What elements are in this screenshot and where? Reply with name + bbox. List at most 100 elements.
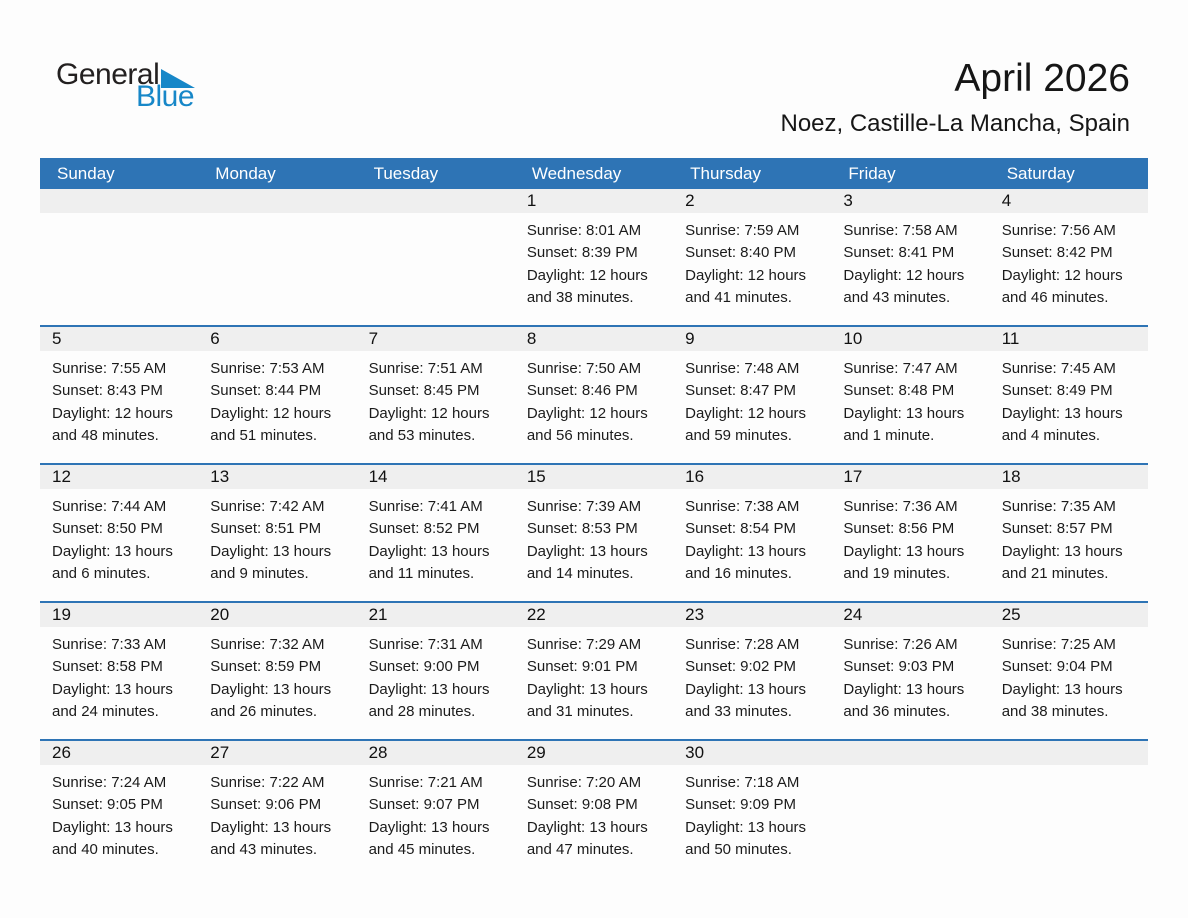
day-number <box>198 189 357 213</box>
daylight-text: Daylight: 13 hours and 43 minutes. <box>210 818 332 859</box>
calendar: Sunday Monday Tuesday Wednesday Thursday Frid… <box>40 158 1148 877</box>
day-cell: 1 Sunrise: 8:01 AM Sunset: 8:39 PM Daylight… <box>514 189 674 325</box>
day-details: Sunrise: 7:48 AM Sunset: 8:47 PM Daylight:… <box>673 351 831 448</box>
day-cell: 10 Sunrise: 7:47 AM Sunset: 8:48 PM Dayligh… <box>831 327 990 463</box>
day-cell: 4 Sunrise: 7:56 AM Sunset: 8:42 PM Daylight… <box>989 189 1148 325</box>
sunrise-text: Sunrise: 7:20 AM <box>526 774 642 791</box>
daylight-text: Daylight: 13 hours and 1 minute. <box>843 404 965 445</box>
daylight-text: Daylight: 13 hours and 14 minutes. <box>526 542 648 583</box>
day-details: Sunrise: 7:18 AM Sunset: 9:09 PM Daylight:… <box>673 765 831 862</box>
sunset-text: Sunset: 8:57 PM <box>1001 520 1113 538</box>
day-cell-empty <box>356 189 515 325</box>
weekday-label-thursday: Thursday <box>690 163 761 183</box>
daylight-text: Daylight: 12 hours and 53 minutes. <box>368 404 490 445</box>
logo-triangle-icon <box>161 69 196 88</box>
sunrise-text: Sunrise: 7:35 AM <box>1001 498 1116 515</box>
day-cell: 2 Sunrise: 7:59 AM Sunset: 8:40 PM Daylight… <box>673 189 832 325</box>
sunset-text: Sunset: 8:42 PM <box>1001 244 1113 262</box>
sunrise-text: Sunrise: 7:48 AM <box>685 360 800 377</box>
sunrise-text: Sunrise: 7:55 AM <box>52 360 167 377</box>
sunrise-text: Sunrise: 7:33 AM <box>52 636 167 653</box>
daylight-text: Daylight: 13 hours and 28 minutes. <box>368 680 490 721</box>
calendar-grid: 1 Sunrise: 8:01 AM Sunset: 8:39 PM Daylight… <box>40 189 1148 877</box>
sunrise-text: Sunrise: 7:38 AM <box>685 498 800 515</box>
sunset-text: Sunset: 8:43 PM <box>52 382 163 400</box>
day-number: 12 <box>40 465 199 489</box>
day-details: Sunrise: 7:55 AM Sunset: 8:43 PM Daylight:… <box>40 351 198 448</box>
daylight-text: Daylight: 13 hours and 31 minutes. <box>526 680 648 721</box>
sunset-text: Sunset: 8:56 PM <box>843 520 955 538</box>
day-cell: 19 Sunrise: 7:33 AM Sunset: 8:58 PM Dayligh… <box>40 603 199 739</box>
sunrise-text: Sunrise: 7:42 AM <box>210 498 325 515</box>
day-number: 2 <box>673 189 832 213</box>
day-details: Sunrise: 7:45 AM Sunset: 8:49 PM Daylight:… <box>990 351 1148 448</box>
day-cell: 29 Sunrise: 7:20 AM Sunset: 9:08 PM Dayligh… <box>514 741 674 877</box>
page-header: General Blue April 2026 Noez, Castille-L… <box>0 0 1188 158</box>
sunrise-text: Sunrise: 7:56 AM <box>1001 222 1116 239</box>
daylight-text: Daylight: 12 hours and 51 minutes. <box>210 404 332 445</box>
day-details: Sunrise: 7:53 AM Sunset: 8:44 PM Daylight:… <box>198 351 356 448</box>
day-cell: 26 Sunrise: 7:24 AM Sunset: 9:05 PM Dayligh… <box>40 741 199 877</box>
day-details: Sunrise: 7:32 AM Sunset: 8:59 PM Daylight:… <box>198 627 356 724</box>
sunset-text: Sunset: 8:49 PM <box>1001 382 1113 400</box>
day-cell: 16 Sunrise: 7:38 AM Sunset: 8:54 PM Dayligh… <box>673 465 832 601</box>
daylight-text: Daylight: 12 hours and 48 minutes. <box>52 404 173 445</box>
sunrise-text: Sunrise: 7:39 AM <box>526 498 642 515</box>
daylight-text: Daylight: 13 hours and 11 minutes. <box>368 542 490 583</box>
daylight-text: Daylight: 13 hours and 24 minutes. <box>52 680 173 721</box>
daylight-text: Daylight: 12 hours and 59 minutes. <box>685 404 807 445</box>
day-number: 26 <box>40 741 199 765</box>
sunset-text: Sunset: 9:07 PM <box>368 796 480 814</box>
sunrise-text: Sunrise: 7:18 AM <box>685 774 800 791</box>
day-number: 17 <box>831 465 990 489</box>
week-row: 12 Sunrise: 7:44 AM Sunset: 8:50 PM Dayligh… <box>40 463 1148 601</box>
sunrise-text: Sunrise: 7:22 AM <box>210 774 325 791</box>
sunset-text: Sunset: 9:08 PM <box>526 796 638 814</box>
day-cell-empty <box>831 741 990 877</box>
daylight-text: Daylight: 13 hours and 16 minutes. <box>685 542 807 583</box>
day-number: 29 <box>514 741 674 765</box>
sunset-text: Sunset: 8:58 PM <box>52 658 163 676</box>
day-number: 28 <box>356 741 515 765</box>
day-details: Sunrise: 7:56 AM Sunset: 8:42 PM Daylight:… <box>990 213 1148 310</box>
sunrise-text: Sunrise: 7:41 AM <box>368 498 483 515</box>
sunrise-text: Sunrise: 7:28 AM <box>685 636 800 653</box>
sunrise-text: Sunrise: 7:24 AM <box>52 774 167 791</box>
day-details: Sunrise: 7:28 AM Sunset: 9:02 PM Daylight:… <box>673 627 831 724</box>
day-number: 3 <box>831 189 990 213</box>
day-number: 15 <box>514 465 674 489</box>
day-number: 21 <box>356 603 515 627</box>
day-cell: 15 Sunrise: 7:39 AM Sunset: 8:53 PM Dayligh… <box>514 465 674 601</box>
sunset-text: Sunset: 8:39 PM <box>526 244 638 262</box>
day-details: Sunrise: 7:31 AM Sunset: 9:00 PM Daylight:… <box>357 627 515 724</box>
day-number: 9 <box>673 327 832 351</box>
sunrise-text: Sunrise: 7:53 AM <box>210 360 325 377</box>
weekday-label-sunday: Sunday <box>57 163 115 183</box>
day-number: 13 <box>198 465 357 489</box>
sunrise-text: Sunrise: 7:21 AM <box>368 774 483 791</box>
day-details: Sunrise: 7:20 AM Sunset: 9:08 PM Daylight:… <box>515 765 673 862</box>
day-details: Sunrise: 7:21 AM Sunset: 9:07 PM Daylight:… <box>357 765 515 862</box>
logo-text-blue: Blue <box>136 80 195 113</box>
weekday-label-saturday: Saturday <box>1006 163 1075 183</box>
day-details: Sunrise: 7:44 AM Sunset: 8:50 PM Daylight:… <box>40 489 198 586</box>
logo-text-general: General <box>56 58 160 91</box>
day-cell: 11 Sunrise: 7:45 AM Sunset: 8:49 PM Dayligh… <box>989 327 1148 463</box>
daylight-text: Daylight: 13 hours and 9 minutes. <box>210 542 332 583</box>
sunset-text: Sunset: 8:51 PM <box>210 520 322 538</box>
day-cell: 14 Sunrise: 7:41 AM Sunset: 8:52 PM Dayligh… <box>356 465 515 601</box>
daylight-text: Daylight: 12 hours and 46 minutes. <box>1001 266 1123 307</box>
day-cell: 9 Sunrise: 7:48 AM Sunset: 8:47 PM Daylight… <box>673 327 832 463</box>
sunset-text: Sunset: 9:05 PM <box>52 796 163 814</box>
week-row: 19 Sunrise: 7:33 AM Sunset: 8:58 PM Dayligh… <box>40 601 1148 739</box>
sunset-text: Sunset: 8:54 PM <box>685 520 797 538</box>
day-cell-empty <box>198 189 357 325</box>
sunrise-text: Sunrise: 7:45 AM <box>1001 360 1116 377</box>
sunset-text: Sunset: 9:00 PM <box>368 658 480 676</box>
day-cell: 22 Sunrise: 7:29 AM Sunset: 9:01 PM Dayligh… <box>514 603 674 739</box>
sunrise-text: Sunrise: 7:36 AM <box>843 498 958 515</box>
day-number: 5 <box>40 327 199 351</box>
day-cell: 30 Sunrise: 7:18 AM Sunset: 9:09 PM Dayligh… <box>673 741 832 877</box>
daylight-text: Daylight: 12 hours and 41 minutes. <box>685 266 807 307</box>
sunrise-text: Sunrise: 7:58 AM <box>843 222 958 239</box>
